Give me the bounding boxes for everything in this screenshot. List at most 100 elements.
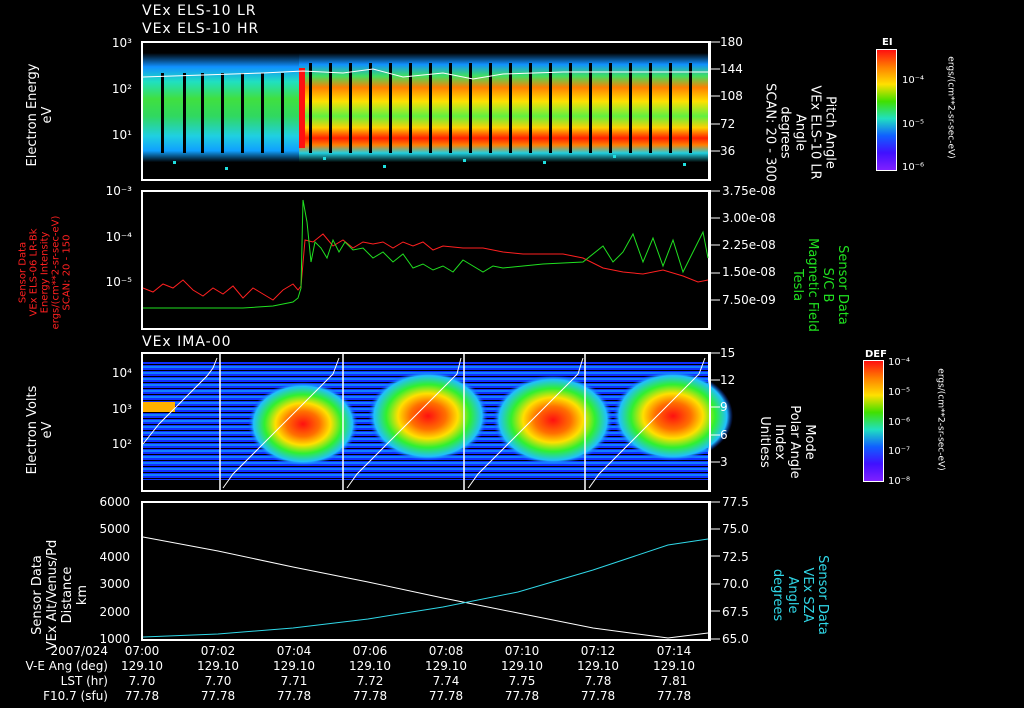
panel2-ytick-right: 7.50e-09 [722,293,776,307]
panel3-ytick-right: 9 [720,400,728,414]
panel1-title-hr: VEx ELS-10 HR [142,21,260,37]
footer-lst: 7.70 [128,674,156,688]
panel3-ylabel-right: Mode Polar Angle Index Unitless [757,405,817,479]
footer-lst: 7.70 [204,674,232,688]
panel1-ytick-right: 36 [720,144,736,158]
panel3-ytick-right: 15 [720,346,736,360]
footer-f107: 77.78 [580,689,616,703]
panel2-ytick: 10⁻⁵ [105,275,132,289]
panel4-plot-frame [141,501,710,641]
panel1-colorbar [876,49,897,171]
panel3-title: VEx IMA-00 [142,334,232,350]
panel4-ylabel-left: Sensor Data VEx Alt/Venus/Pd Distance km [30,539,90,651]
panel1-title-lr: VEx ELS-10 LR [142,3,257,19]
panel3-spectrogram [142,354,733,490]
panel3-ytick-right: 12 [720,373,736,387]
panel4-ytick-right: 70.0 [722,577,749,591]
panel4-ytick-right: 75.0 [722,522,749,536]
footer-time: 07:02 [200,644,236,658]
panel2-ytick-right: 1.50e-08 [722,265,776,279]
panel1-colorbar-tick: 10⁻⁴ [902,75,925,86]
footer-time: 07:00 [124,644,160,658]
footer-f107: 77.78 [352,689,388,703]
panel3-colorbar-label: DEF [865,349,887,360]
footer-lst: 7.75 [508,674,536,688]
panel3-ytick-right: 6 [720,428,728,442]
panel4-ytick-right: 67.5 [722,605,749,619]
panel3-ylabel-left: Electron Volts eV [25,385,55,475]
panel2-ytick: 10⁻⁴ [105,230,132,244]
panel2-lines [142,199,709,309]
footer-veang: 129.10 [121,659,163,673]
panel1-ytick-right: 108 [720,89,743,103]
panel1-colorbar-tick: 10⁻⁵ [902,119,925,130]
footer-time: 07:12 [580,644,616,658]
panel4-ylabel-right: Sensor Data VEx SZA Angle degrees [770,555,830,635]
panel4-ytick-right: 65.0 [722,632,749,646]
panel1-colorbar-units: ergs/(cm**2-sr-sec-eV) [945,56,956,159]
panel1-ytick-right: 180 [720,35,743,49]
footer-lst: 7.78 [584,674,612,688]
panel1-right-axis [709,41,720,181]
panel1-ytick: 10³ [111,36,132,50]
panel3-colorbar-tick: 10⁻⁸ [888,476,911,487]
footer-f107: 77.78 [428,689,464,703]
footer-lst: 7.72 [356,674,384,688]
panel1-ylabel-left: Electron Energy eV [25,63,55,167]
footer-veang: 129.10 [349,659,391,673]
panel3-colorbar [863,360,884,482]
panel4-ytick: 2000 [99,605,130,619]
footer-f107: 77.78 [200,689,236,703]
panel3-ytick-right: 3 [720,455,728,469]
footer-veang: 129.10 [653,659,695,673]
panel3-ytick: 10³ [111,402,132,416]
panel4-ytick-right: 72.5 [722,550,749,564]
panel3-colorbar-tick: 10⁻⁵ [888,387,911,398]
panel1-colorbar-tick: 10⁻⁶ [902,162,925,173]
panel1-ytick: 10¹ [111,128,132,142]
footer-veang: 129.10 [197,659,239,673]
footer-lst: 7.74 [432,674,460,688]
panel2-ytick-right: 2.25e-08 [722,238,776,252]
panel4-lines [142,536,709,639]
footer-veang: 129.10 [425,659,467,673]
footer-f107: 77.78 [656,689,692,703]
panel2-ytick-right: 3.75e-08 [722,184,776,198]
panel2-ytick: 10⁻³ [105,184,132,198]
panel1-ytick-right: 72 [720,117,736,131]
panel2-ylabel-right: Sensor Data S/C B Magnetic Field Tesla [790,238,850,332]
panel3-colorbar-tick: 10⁻⁴ [888,357,911,368]
panel4-ytick: 5000 [99,522,130,536]
panel2-ylabel-left: Sensor Data VEx ELS-06 LR-Bk Energy Intens… [17,215,73,330]
footer-f107: 77.78 [124,689,160,703]
panel4-ytick: 1000 [99,632,130,646]
footer-lst-label: LST (hr) [60,674,108,688]
footer-f107: 77.78 [276,689,312,703]
panel3-right-axis [709,352,720,492]
panel2-plot-frame [141,190,710,330]
panel2-right-axis [709,190,720,330]
panel4-ytick-right: 77.5 [722,495,749,509]
panel4-ytick: 4000 [99,550,130,564]
panel3-ytick: 10² [111,437,132,451]
panel4-ytick: 3000 [99,577,130,591]
footer-time: 07:08 [428,644,464,658]
panel3-plot-frame [141,352,733,492]
footer-date-label: 2007/024 [50,644,109,658]
panel1-colorbar-label: EI [882,37,893,48]
footer-time: 07:06 [352,644,388,658]
panel2-ytick-right: 3.00e-08 [722,211,776,225]
footer-time: 07:14 [656,644,692,658]
footer-f107-label: F10.7 (sfu) [43,689,108,703]
footer-veang: 129.10 [501,659,543,673]
footer-lst: 7.81 [660,674,688,688]
panel1-ytick-right: 144 [720,62,743,76]
footer-lst: 7.71 [280,674,308,688]
panel3-ytick: 10⁴ [111,366,132,380]
panel3-colorbar-units: ergs/(cm**2-sr-sec-eV) [935,368,946,471]
panel1-ytick: 10² [111,82,132,96]
panel1-plot-frame [141,41,710,181]
footer-veang-label: V-E Ang (deg) [25,659,108,673]
panel4-right-axis [709,501,720,641]
footer-veang: 129.10 [577,659,619,673]
